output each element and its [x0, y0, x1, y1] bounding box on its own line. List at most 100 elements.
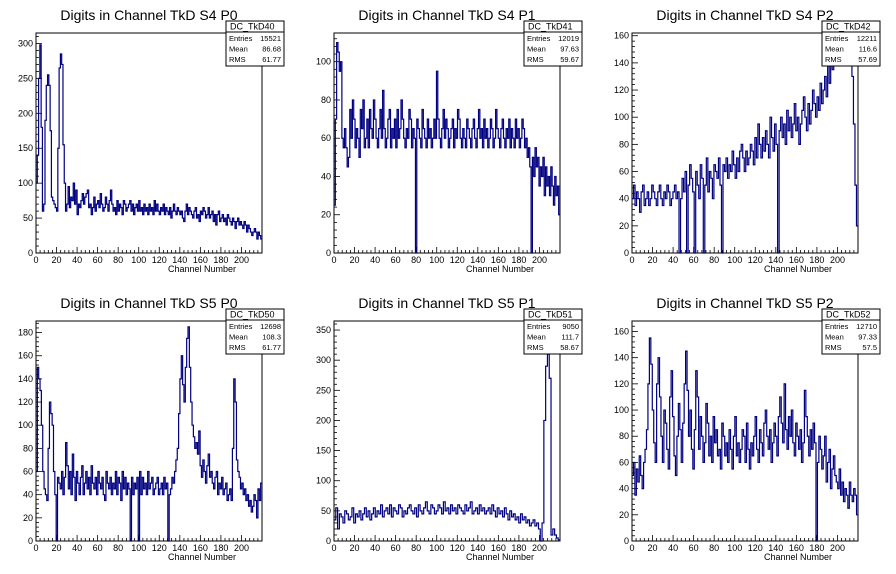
x-tick-label: 60 — [689, 255, 699, 265]
y-tick-label: 100 — [316, 57, 331, 67]
y-tick-label: 180 — [18, 328, 33, 338]
stats-value: 97.63 — [560, 45, 579, 54]
x-tick-label: 200 — [830, 543, 845, 553]
chart-title: Digits in Channel TkD S4 P0 — [60, 7, 237, 23]
stats-label: Entries — [527, 322, 551, 331]
stats-label: RMS — [229, 343, 246, 352]
x-tick-label: 80 — [709, 543, 719, 553]
stats-value: 97.33 — [858, 333, 877, 342]
x-tick-label: 200 — [234, 255, 249, 265]
chart-title: Digits in Channel TkD S5 P0 — [60, 295, 237, 311]
chart-title: Digits in Channel TkD S5 P2 — [656, 295, 833, 311]
y-tick-label: 160 — [614, 326, 629, 336]
x-tick-label: 120 — [748, 543, 763, 553]
y-tick-label: 40 — [321, 171, 331, 181]
y-tick-label: 0 — [624, 536, 629, 546]
stats-label: Entries — [527, 34, 551, 43]
stats-value: 111.7 — [561, 333, 579, 342]
stats-label: RMS — [527, 343, 544, 352]
stats-value: 12710 — [856, 322, 877, 331]
x-tick-label: 160 — [491, 255, 506, 265]
stats-box — [523, 308, 583, 355]
x-tick-label: 160 — [789, 543, 804, 553]
histogram-panel-p12: Digits in Channel TkD S5 P2 0 20 40 60 80 100 1… — [614, 295, 881, 562]
x-tick-label: 160 — [193, 543, 208, 553]
stats-value: 61.77 — [262, 55, 281, 64]
y-tick-label: 50 — [23, 213, 33, 223]
stats-value: 57.5 — [862, 343, 877, 352]
plot-frame — [333, 32, 561, 254]
histogram-panel-p01: Digits in Channel TkD S4 P1 0 20 40 60 80 100 1… — [316, 7, 583, 274]
y-tick-label: 60 — [619, 167, 629, 177]
x-tick-label: 100 — [131, 543, 146, 553]
x-tick-label: 40 — [370, 543, 380, 553]
y-tick-label: 200 — [18, 108, 33, 118]
x-axis-title: Channel Number — [168, 552, 236, 562]
y-tick-label: 120 — [614, 85, 629, 95]
y-tick-label: 40 — [23, 490, 33, 500]
y-tick-label: 20 — [619, 510, 629, 520]
x-tick-label: 140 — [768, 255, 783, 265]
stats-box — [225, 308, 285, 355]
histogram-series — [334, 41, 560, 254]
stats-label: Mean — [825, 333, 844, 342]
stats-value: 59.67 — [560, 55, 579, 64]
stats-value: 15521 — [260, 34, 281, 43]
y-tick-label: 120 — [614, 379, 629, 389]
x-tick-label: 180 — [809, 255, 824, 265]
x-tick-label: 0 — [629, 255, 634, 265]
x-tick-label: 200 — [532, 543, 547, 553]
x-tick-label: 120 — [748, 255, 763, 265]
x-tick-label: 60 — [93, 255, 103, 265]
stats-histogram-name: DC_TkD50 — [230, 310, 275, 320]
x-tick-label: 80 — [113, 255, 123, 265]
plot-frame — [333, 320, 561, 542]
y-tick-label: 0 — [326, 536, 331, 546]
y-tick-label: 100 — [614, 405, 629, 415]
y-tick-label: 160 — [614, 31, 629, 41]
x-tick-label: 100 — [727, 543, 742, 553]
histogram-panel-p11: Digits in Channel TkD S5 P1 0 20 40 60 80 100 1… — [316, 295, 583, 562]
y-tick-label: 80 — [619, 431, 629, 441]
stats-label: Mean — [229, 333, 248, 342]
y-tick-label: 80 — [23, 443, 33, 453]
stats-label: RMS — [527, 55, 544, 64]
y-tick-label: 0 — [624, 248, 629, 258]
x-tick-label: 80 — [113, 543, 123, 553]
stats-label: RMS — [229, 55, 246, 64]
x-tick-label: 160 — [491, 543, 506, 553]
x-tick-label: 60 — [391, 255, 401, 265]
x-tick-label: 160 — [193, 255, 208, 265]
x-axis-title: Channel Number — [764, 264, 832, 274]
y-tick-label: 40 — [619, 484, 629, 494]
x-tick-label: 20 — [648, 543, 658, 553]
stats-value: 58.67 — [560, 343, 579, 352]
x-tick-label: 20 — [648, 255, 658, 265]
x-tick-label: 20 — [52, 255, 62, 265]
x-tick-label: 200 — [532, 255, 547, 265]
stats-value: 61.77 — [262, 343, 281, 352]
histogram-panel-p10: Digits in Channel TkD S5 P0 0 20 40 60 80 100 1… — [18, 295, 285, 562]
x-tick-label: 60 — [689, 543, 699, 553]
plot-frame — [631, 32, 859, 254]
x-tick-label: 20 — [350, 543, 360, 553]
y-tick-label: 160 — [18, 351, 33, 361]
histogram-series — [36, 44, 262, 240]
plot-frame — [35, 320, 263, 542]
histogram-series — [632, 35, 858, 254]
x-tick-label: 140 — [470, 543, 485, 553]
x-tick-label: 180 — [213, 255, 228, 265]
x-tick-label: 60 — [93, 543, 103, 553]
stats-histogram-name: DC_TkD52 — [826, 310, 871, 320]
x-tick-label: 20 — [350, 255, 360, 265]
stats-value: 9050 — [562, 322, 579, 331]
x-tick-label: 180 — [213, 543, 228, 553]
stats-label: Mean — [825, 45, 844, 54]
stats-box — [225, 20, 285, 67]
x-tick-label: 40 — [668, 255, 678, 265]
x-tick-label: 100 — [131, 255, 146, 265]
chart-title: Digits in Channel TkD S5 P1 — [358, 295, 535, 311]
x-tick-label: 120 — [152, 255, 167, 265]
x-axis-title: Channel Number — [168, 264, 236, 274]
